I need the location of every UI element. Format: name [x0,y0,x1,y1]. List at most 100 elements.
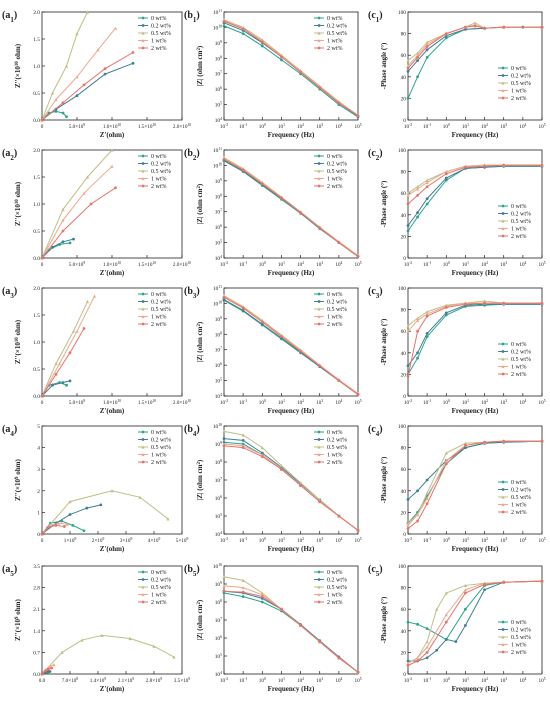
data-point [61,111,65,115]
panel-b3: (b3) 10-2 10-1 100 101 102 103 104 105 104 105 106 1… [184,285,362,415]
y-tick-label: 108 [215,193,222,200]
data-point [166,517,170,521]
y-tick-label: 40 [401,213,407,219]
y-tick-label: 105 [215,653,222,660]
y-tick-label: 106 [215,362,222,369]
data-point [65,383,68,387]
data-point [444,32,448,35]
panel-label: (b1) [184,10,200,24]
data-point [444,311,448,315]
data-point [54,523,58,527]
data-point [318,226,322,230]
data-point [61,229,65,233]
legend-marker [501,212,505,215]
x-tick-label: 104 [519,537,526,544]
data-point [483,164,486,168]
y-tick-label: 2.0 [33,10,40,16]
data-point [172,655,176,659]
data-point [50,91,55,95]
legend-label: 0.2 wt% [511,74,531,80]
x-tick-label: 1×109 [64,537,77,544]
x-axis-title: Frequency (Hz) [268,545,315,553]
y-tick-label: 104 [215,393,222,400]
data-point [299,70,302,74]
plot-frame [41,425,183,535]
data-point [337,101,341,105]
legend-label: 1 wt% [511,89,527,95]
data-point [241,168,245,172]
series-line-02wt [407,303,542,367]
y-axis-title: |Z| (ohm cm2) [196,599,204,640]
y-axis-title: |Z| (ohm cm2) [196,321,204,362]
legend-marker [317,578,321,581]
y-tick-label: 40 [401,75,407,81]
legend-marker [141,452,145,457]
legend-label: 0.5 wt% [327,307,347,313]
data-point [114,186,117,190]
data-point [64,64,69,68]
series-line-02wt [41,504,101,535]
legend-label: 0.2 wt% [151,578,171,584]
y-tick-label: 20 [401,510,407,516]
y-tick-label: 100 [398,148,406,154]
data-point [406,521,410,525]
y-tick-label: 104 [215,671,222,678]
legend-marker [317,570,321,574]
data-point [444,613,448,617]
y-tick-label: 107 [215,71,222,78]
data-point [406,324,410,328]
x-tick-label: 1.0×1010 [103,123,121,130]
data-point [260,455,264,458]
legend-marker [317,445,321,449]
legend-marker [317,600,321,604]
x-tick-label: 10-1 [239,261,247,268]
legend-marker [317,300,321,303]
legend: 0 wt% 0.2 wt%0.5 wt% 1 wt%2 wt% [498,620,531,656]
data-point [425,202,429,206]
data-point [425,45,429,48]
legend-label: 1 wt% [151,39,167,45]
data-point [40,118,44,122]
data-point [241,578,245,582]
data-point [425,314,429,318]
series-line-2wt [41,187,116,259]
x-tick-label: 10-1 [423,677,431,684]
data-point [435,607,439,611]
data-point [43,669,47,673]
data-point [241,32,245,35]
data-point [280,467,283,471]
legend-marker [141,16,145,20]
data-point [75,32,79,36]
x-tick-label: 2.1×109 [118,677,135,684]
data-point [415,512,420,517]
x-tick-label: 102 [481,123,488,130]
x-tick-label: 100 [443,537,450,544]
legend-marker [501,204,505,208]
y-tick-label: 1.0 [33,202,40,208]
data-point [110,148,114,152]
x-tick-label: 101 [462,399,469,406]
legend-marker [501,488,505,491]
data-point [318,364,322,368]
x-tick-label: 104 [335,261,342,268]
y-tick-label: 105 [215,513,222,520]
legend-marker [501,502,505,507]
data-point [540,25,544,29]
legend-marker [501,510,505,514]
y-tick-label: 107 [215,617,222,624]
data-point [222,295,226,299]
data-point [260,40,264,44]
data-point [100,633,104,638]
legend-label: 1 wt% [327,453,343,459]
y-tick-label: 60 [401,607,407,613]
x-tick-label: 10-2 [220,261,228,268]
legend-label: 2 wt% [151,46,167,52]
data-point [280,607,283,611]
data-point [416,55,419,59]
panel-label: (b3) [184,286,200,300]
x-tick-label: 103 [316,123,323,130]
y-tick-label: 105 [215,378,222,385]
y-tick-label: 80 [401,170,407,176]
series-line-02wt [407,165,542,226]
x-axis-title: Frequency (Hz) [268,685,315,693]
